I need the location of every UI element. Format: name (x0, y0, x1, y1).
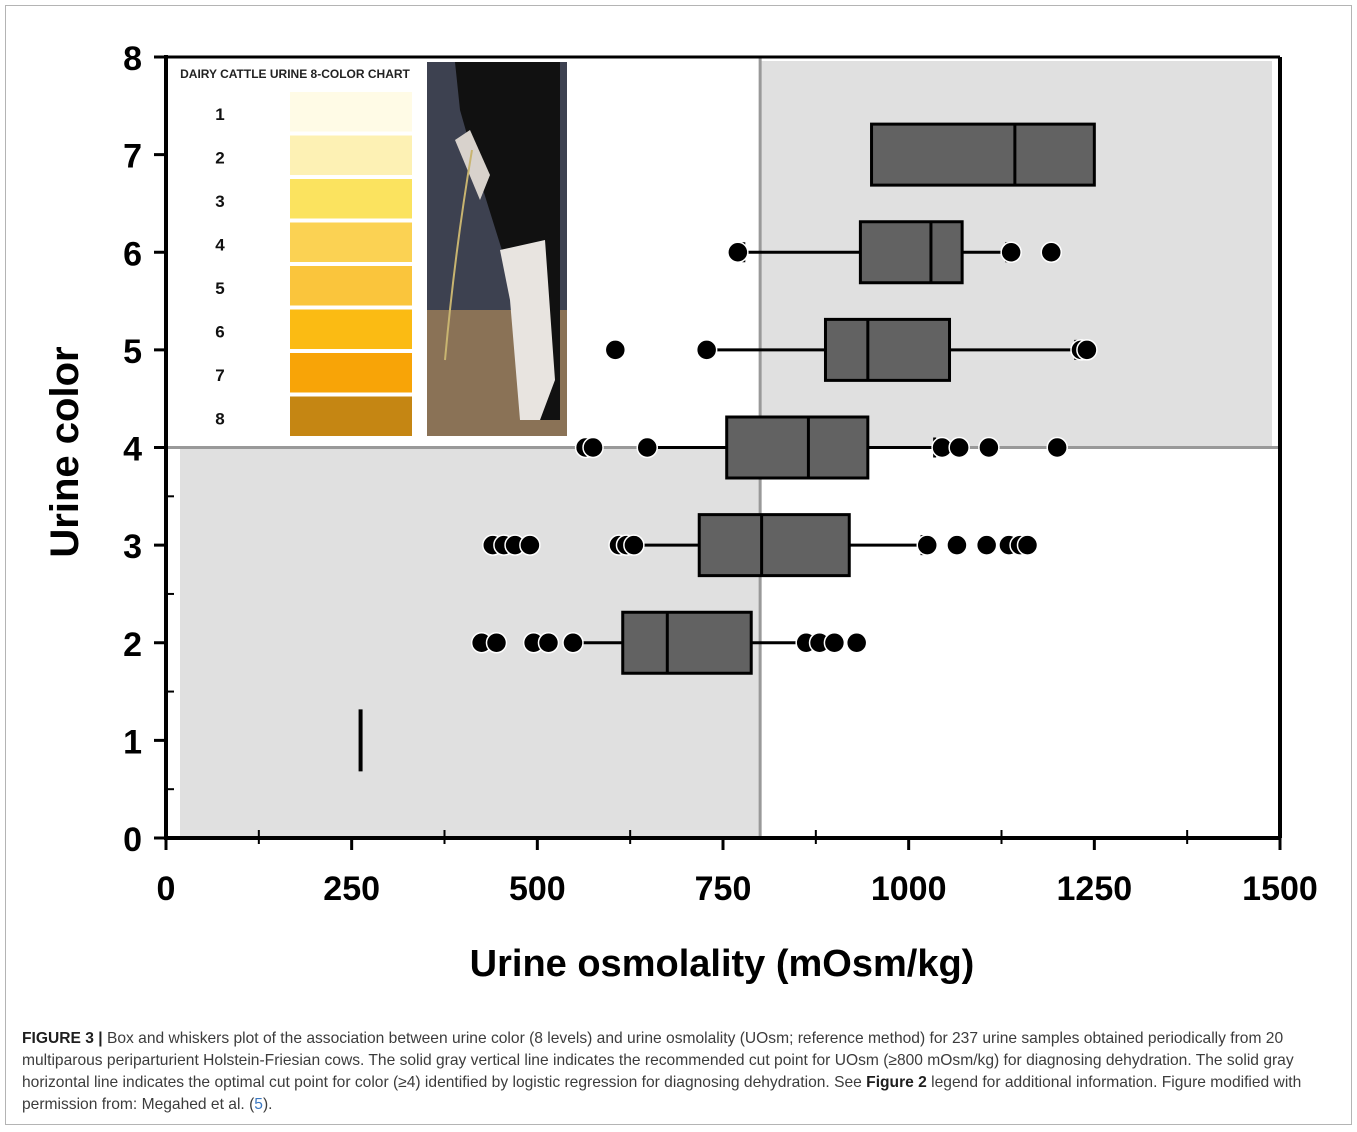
box-color-6 (727, 220, 1063, 285)
box-color-2 (470, 610, 868, 675)
figure-caption: FIGURE 3 | Box and whiskers plot of the … (22, 1028, 1340, 1116)
outlier-3-6 (623, 534, 645, 556)
x-tick-label-750: 750 (695, 870, 752, 908)
inset-swatch-7 (290, 353, 412, 393)
box-color-4 (574, 415, 1068, 480)
outlier-3-9 (975, 534, 998, 556)
inset-swatch-6 (290, 309, 412, 349)
outlier-6-0 (727, 241, 749, 263)
box-iqr-5 (823, 317, 952, 382)
box-color-7 (870, 122, 1096, 187)
box-iqr-7 (870, 122, 1096, 187)
y-tick-label-0: 0 (123, 821, 142, 859)
x-tick-label-250: 250 (323, 870, 380, 908)
outlier-6-2 (1040, 241, 1063, 263)
inset-swatch-8 (290, 396, 412, 436)
inset-level-label-1: 1 (215, 105, 224, 124)
y-axis-label: Urine color (43, 346, 87, 557)
outlier-3-3 (519, 534, 541, 556)
box-color-5 (604, 317, 1098, 382)
inset-level-label-4: 4 (215, 236, 225, 255)
x-tick-label-1000: 1000 (871, 870, 947, 908)
inset-title: DAIRY CATTLE URINE 8-COLOR CHART (180, 67, 410, 81)
y-tick-label-4: 4 (123, 431, 142, 469)
y-tick-label-7: 7 (123, 138, 142, 176)
inset-level-label-6: 6 (215, 323, 224, 342)
outlier-6-1 (1000, 241, 1022, 263)
x-tick-label-1500: 1500 (1242, 870, 1318, 908)
caption-label: FIGURE 3 | (22, 1030, 103, 1047)
outlier-2-7 (823, 632, 846, 654)
box-plot-chart: 0 1 2 3 4 5 6 7 8 0 250 500 750 1000 1250 1500 DAIRY CA… (43, 40, 1318, 985)
figure-frame (5, 5, 1352, 1125)
outlier-4-6 (1046, 436, 1068, 459)
box-iqr-3 (697, 513, 851, 578)
outlier-2-4 (562, 632, 584, 654)
outlier-3-8 (946, 534, 968, 556)
inset-level-label-5: 5 (215, 279, 224, 298)
inset-swatch-5 (290, 266, 412, 306)
outlier-4-4 (948, 436, 970, 459)
caption-reference-link[interactable]: 5 (254, 1096, 263, 1113)
boxes-layer (358, 122, 1098, 772)
outlier-3-12 (1016, 534, 1039, 556)
inset-level-label-7: 7 (215, 366, 224, 385)
x-tick-label-0: 0 (157, 870, 176, 908)
inset-swatch-1 (290, 92, 412, 132)
inset-swatch-3 (290, 179, 412, 219)
outlier-4-5 (978, 436, 1000, 459)
color-chart-inset: DAIRY CATTLE URINE 8-COLOR CHART 1 2 3 4 5 6 7… (168, 62, 567, 436)
y-tick-label-5: 5 (123, 333, 142, 371)
outlier-5-0 (604, 339, 627, 361)
inset-levels: 1 2 3 4 5 6 7 8 (215, 92, 412, 436)
y-tick-label-6: 6 (123, 235, 142, 273)
y-tick-label-1: 1 (123, 723, 142, 761)
box-color-3 (482, 513, 1039, 578)
y-tick-label-8: 8 (123, 40, 142, 78)
box-iqr-6 (858, 220, 964, 285)
caption-figure-link[interactable]: Figure 2 (866, 1074, 927, 1091)
cow-photo-icon (427, 62, 567, 436)
axes: 0 1 2 3 4 5 6 7 8 0 250 500 750 1000 1250 1500 (123, 40, 1318, 908)
y-tick-label-3: 3 (123, 528, 142, 566)
x-tick-label-1250: 1250 (1057, 870, 1133, 908)
caption-text-after: legend for additional information. Figur… (22, 1074, 1302, 1113)
x-tick-label-500: 500 (509, 870, 566, 908)
outlier-2-8 (845, 632, 868, 654)
inset-level-label-3: 3 (215, 192, 224, 211)
y-tick-label-2: 2 (123, 626, 142, 664)
outlier-5-3 (1076, 339, 1098, 361)
inset-swatch-4 (290, 222, 412, 262)
inset-level-label-2: 2 (215, 149, 224, 168)
caption-text-before: Box and whiskers plot of the association… (22, 1030, 1294, 1091)
box-iqr-2 (621, 610, 753, 675)
inset-swatch-2 (290, 135, 412, 175)
outlier-4-1 (582, 436, 604, 459)
outlier-4-2 (636, 436, 658, 459)
inset-level-label-8: 8 (215, 410, 224, 429)
outlier-2-1 (485, 632, 508, 654)
box-iqr-4 (725, 415, 870, 480)
outlier-5-1 (695, 339, 718, 361)
outlier-3-7 (916, 534, 938, 556)
x-axis-label: Urine osmolality (mOsm/kg) (470, 943, 975, 985)
caption-text-end: ). (262, 1096, 273, 1113)
outlier-2-3 (537, 632, 560, 654)
